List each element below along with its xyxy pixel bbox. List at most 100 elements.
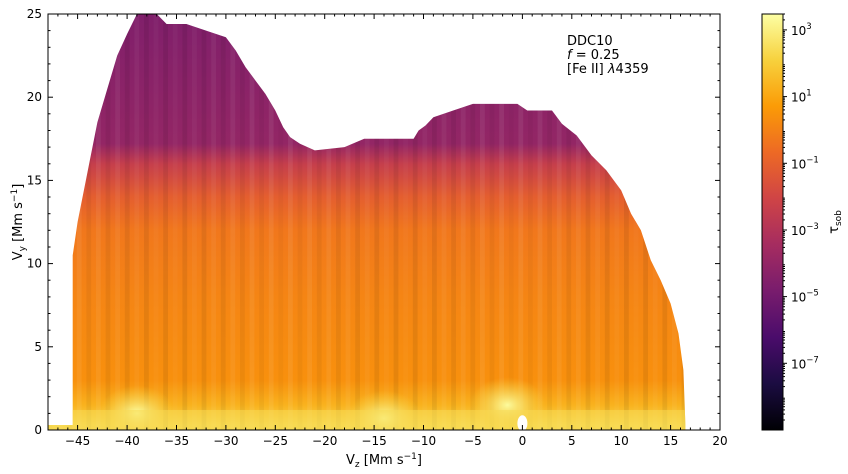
colorbar-tick-label: 10−1 — [791, 155, 819, 171]
heatmap-streak — [249, 14, 255, 430]
annotation-line-1: DDC10 — [567, 34, 613, 49]
heatmap-streak — [480, 14, 485, 430]
colorbar: 10−7 10−5 10−3 10−1 101 103 τsob — [761, 13, 844, 431]
heatmap-streak — [86, 14, 92, 430]
x-tick-label: −15 — [361, 434, 386, 448]
heatmap-streak — [211, 14, 216, 430]
colorbar-tick-label: 101 — [791, 89, 812, 105]
y-tick-label: 0 — [34, 423, 42, 437]
x-axis-label-unit-exp: −1 — [404, 452, 417, 462]
heatmap-streak — [57, 14, 63, 430]
heatmap-streak — [96, 14, 101, 430]
colorbar-ticks: 10−7 10−5 10−3 10−1 101 103 — [783, 13, 819, 421]
heatmap-streak — [268, 14, 274, 430]
heatmap-streak — [604, 14, 610, 430]
heatmap-streak — [144, 14, 149, 430]
heatmap-streak — [124, 14, 130, 430]
heatmap-streak — [316, 14, 322, 430]
annotation-wavelength: 4359 — [616, 62, 649, 77]
x-tick-label: 5 — [568, 434, 576, 448]
y-axis-label-unit-exp: −1 — [10, 189, 20, 202]
heatmap-streak — [173, 14, 178, 430]
heatmap-streaks — [48, 14, 715, 430]
x-axis-label-var: V — [346, 453, 355, 468]
y-tick-label: 10 — [27, 257, 42, 271]
heatmap-streak — [201, 14, 207, 430]
heatmap-streak — [154, 14, 159, 430]
heatmap-streak — [422, 14, 427, 430]
y-tick-label: 20 — [27, 90, 42, 104]
heatmap-streak — [537, 14, 543, 430]
annotation-line-3: [Fe II] λ4359 — [567, 62, 649, 77]
heatmap-streak — [384, 14, 389, 430]
x-tick-label: −10 — [411, 434, 436, 448]
y-axis-label-unit: [Mm s — [11, 202, 26, 246]
heatmap-streak — [259, 14, 264, 430]
plot-area — [48, 14, 715, 430]
heatmap-streak — [345, 14, 351, 430]
heatmap-streak — [585, 14, 591, 430]
heatmap-streak — [288, 14, 293, 430]
y-tick-label: 15 — [27, 173, 42, 187]
y-axis-ticks: 0 5 10 15 20 25 — [27, 7, 720, 437]
heatmap-streak — [653, 14, 658, 430]
x-axis-label-unit: [Mm s — [360, 453, 404, 468]
colorbar-bar — [761, 13, 784, 431]
zero-density-hole — [517, 415, 528, 430]
colorbar-label: τsob — [827, 210, 844, 234]
heatmap-streak — [67, 14, 72, 430]
x-tick-label: −5 — [464, 434, 482, 448]
heatmap-streak — [298, 14, 303, 430]
heatmap-streak — [220, 14, 226, 430]
heatmap-streak — [240, 14, 245, 430]
heatmap-streak — [672, 14, 677, 430]
annotation-f-value: = 0.25 — [572, 48, 620, 63]
bright-base-band — [48, 410, 686, 430]
annotation: DDC10 f = 0.25 [Fe II] λ4359 — [567, 34, 649, 77]
heatmap-streak — [230, 14, 236, 430]
heatmap-streak — [326, 14, 332, 430]
heatmap-streak — [576, 14, 581, 430]
heatmap-streak — [662, 14, 668, 430]
heatmap-streak — [451, 14, 456, 430]
colorbar-tick-label: 10−5 — [791, 289, 819, 305]
heatmap-streak — [115, 14, 120, 430]
heatmap-streak — [547, 14, 552, 430]
heatmap-streak — [691, 14, 696, 430]
y-axis-label-sub: y — [18, 245, 28, 251]
x-tick-label: −20 — [312, 434, 337, 448]
heatmap-streak — [374, 14, 380, 430]
x-axis-label-sub: z — [355, 460, 360, 470]
heatmap-streak — [134, 14, 140, 430]
x-axis-ticks: −45 −40 −35 −30 −25 −20 −15 −10 −5 0 5 10 15 20 — [47, 14, 728, 448]
heatmap-streak — [364, 14, 370, 430]
heatmap-streak — [710, 14, 715, 430]
heatmap-streak — [701, 14, 706, 430]
heatmap-streak — [499, 14, 504, 430]
heatmap-streak — [624, 14, 629, 430]
heatmap-streak — [403, 14, 408, 430]
colorbar-label-sub: sob — [834, 210, 844, 226]
y-tick-label: 5 — [34, 340, 42, 354]
y-axis-label: Vy [Mm s−1] — [10, 184, 28, 261]
heatmap-streak — [336, 14, 341, 430]
x-tick-label: −45 — [65, 434, 90, 448]
annotation-line-2: f = 0.25 — [567, 48, 620, 63]
heatmap-streak — [48, 14, 53, 430]
heatmap-streak — [518, 14, 524, 430]
x-axis-label-unit-close: ] — [417, 453, 422, 468]
x-tick-label: 20 — [712, 434, 727, 448]
heatmap-streak — [278, 14, 283, 430]
heatmap-streak — [192, 14, 197, 430]
colorbar-label-tau: τ — [827, 226, 842, 234]
heatmap-streak — [105, 14, 111, 430]
heatmap-streak — [566, 14, 572, 430]
x-tick-label: 10 — [614, 434, 629, 448]
x-tick-label: 0 — [519, 434, 527, 448]
heatmap-streak — [509, 14, 514, 430]
heatmap-streak — [489, 14, 495, 430]
x-tick-label: −30 — [213, 434, 238, 448]
heatmap-streak — [441, 14, 447, 430]
y-axis-label-unit-close: ] — [11, 184, 26, 189]
heatmap-streak — [355, 14, 360, 430]
